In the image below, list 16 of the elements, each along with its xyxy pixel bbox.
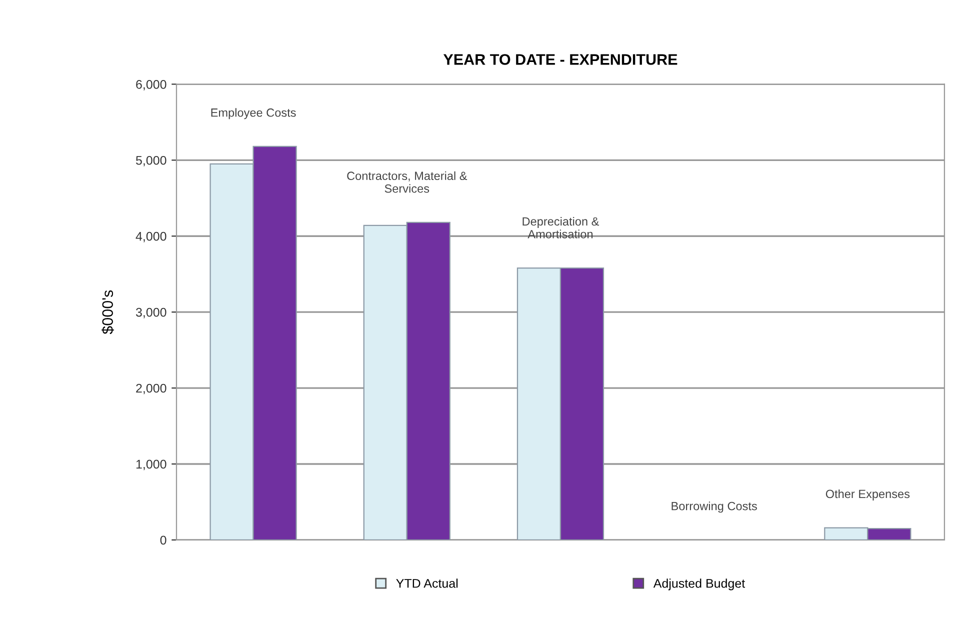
y-tick-label: 6,000 xyxy=(136,80,166,90)
x-tick-label: Contractors, Material & Services xyxy=(347,171,468,193)
y-tick-label: 4,000 xyxy=(136,232,166,242)
y-axis-title: $000's xyxy=(102,290,114,334)
y-tick-label: 2,000 xyxy=(136,384,166,394)
y-tick-label: 3,000 xyxy=(136,308,166,318)
y-tick-label: 5,000 xyxy=(136,156,166,166)
x-tick-label: Borrowing Costs xyxy=(672,502,757,513)
chart-title: YEAR TO DATE - EXPENDITURE xyxy=(443,54,678,65)
legend-label: YTD Actual xyxy=(396,578,458,588)
x-tick-label: Other Expenses xyxy=(826,489,910,500)
x-tick-label: Employee Costs xyxy=(211,108,296,120)
legend-label: Adjusted Budget xyxy=(653,578,746,590)
y-tick-label: 1,000 xyxy=(136,460,166,470)
y-tick-label: 0 xyxy=(160,536,166,545)
x-tick-label: Depreciation & Amortisation xyxy=(522,216,600,238)
